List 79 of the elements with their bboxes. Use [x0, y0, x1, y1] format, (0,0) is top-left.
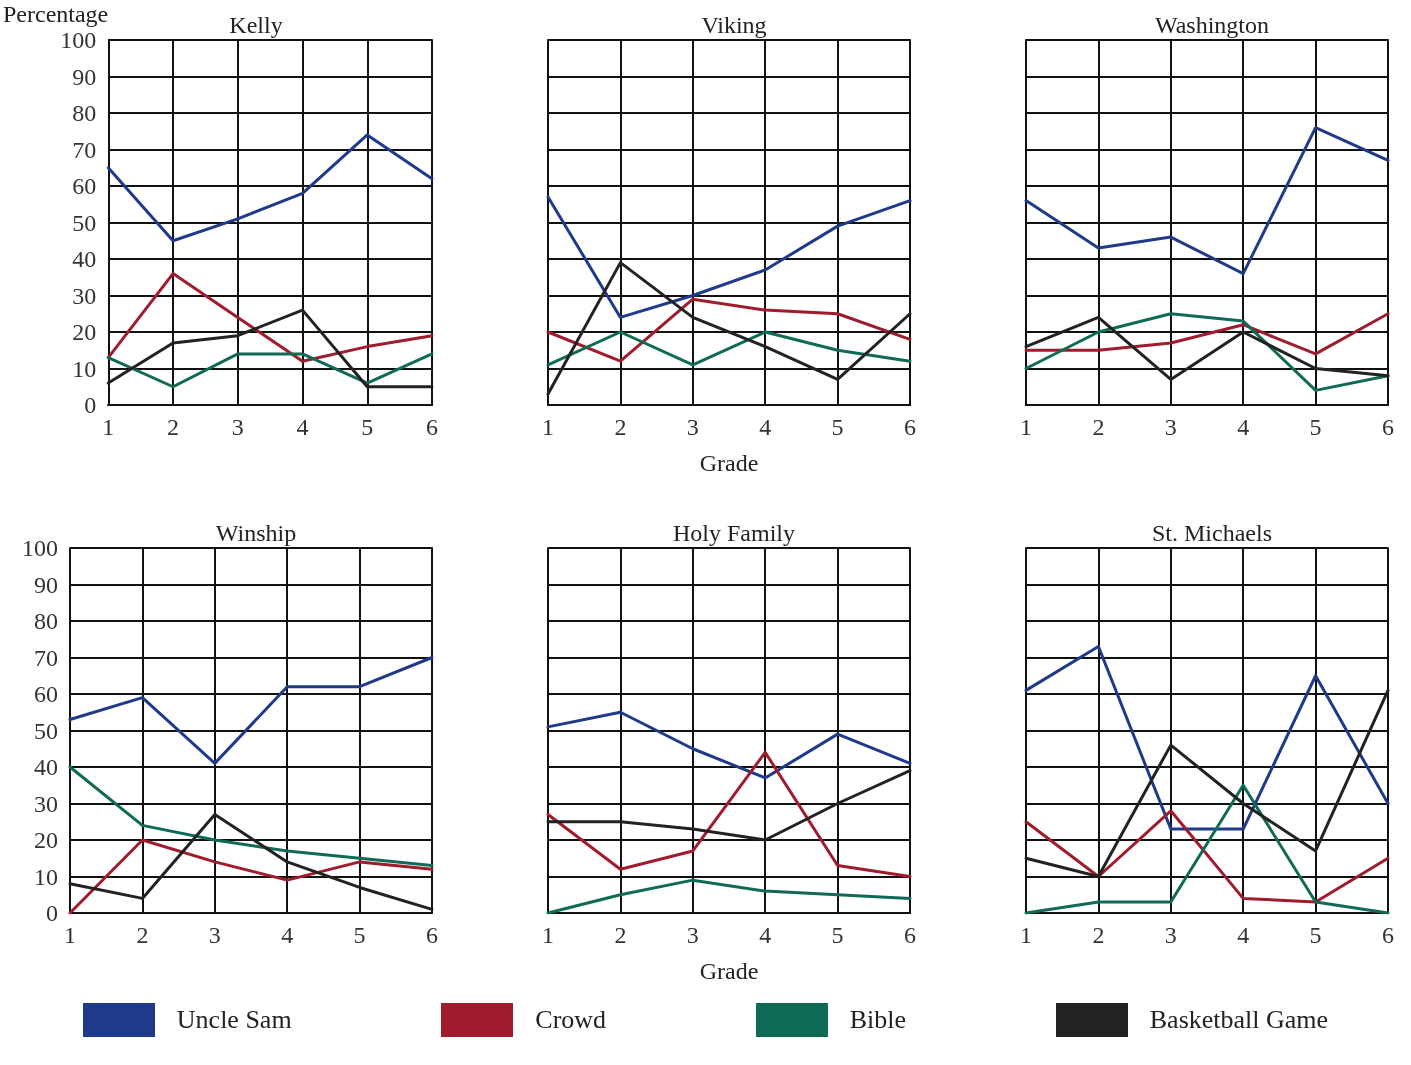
- chart-title: St. Michaels: [1152, 520, 1272, 546]
- x-tick-label: 4: [296, 414, 309, 440]
- line-series: [68, 656, 434, 765]
- x-tick-label: 3: [231, 414, 244, 440]
- x-tick-label: 6: [426, 414, 438, 440]
- line-series: [106, 133, 434, 243]
- x-tick-label: 3: [1164, 414, 1177, 440]
- x-tick-label: 5: [831, 922, 844, 948]
- y-tick-label: 60: [72, 173, 97, 199]
- y-tick-label: 90: [34, 571, 58, 598]
- x-tick-label: 4: [281, 922, 294, 948]
- x-tick-label: 3: [1164, 922, 1177, 948]
- x-tick-label: 6: [904, 922, 916, 948]
- x-tick-label: 2: [167, 414, 180, 440]
- chart-title: Kelly: [229, 12, 283, 38]
- x-tick-label: 5: [831, 414, 844, 440]
- x-tick-label: 5: [353, 922, 366, 948]
- y-tick-label: 80: [72, 100, 97, 126]
- y-tick-label: 70: [72, 136, 97, 163]
- y-tick-label: 50: [34, 717, 58, 744]
- y-tick-label: 10: [72, 355, 97, 382]
- x-tick-label: 4: [759, 922, 772, 948]
- x-tick-label: 1: [1020, 922, 1032, 948]
- legend-label: Bible: [849, 1005, 907, 1035]
- y-tick-label: 70: [34, 644, 58, 671]
- line-series: [68, 765, 434, 868]
- line-series: [68, 838, 434, 915]
- chart-title: Holy Family: [672, 520, 796, 546]
- y-tick-label: 10: [34, 863, 58, 890]
- y-tick-label: 80: [34, 608, 58, 634]
- x-tick-label: 4: [759, 414, 772, 440]
- x-tick-label: 6: [904, 414, 916, 440]
- x-tick-label: 2: [614, 414, 627, 440]
- line-series: [106, 352, 434, 389]
- x-tick-label: 1: [102, 414, 115, 440]
- y-tick-label: 40: [72, 246, 97, 272]
- y-axis-title: Percentage: [2, 1, 109, 27]
- x-tick-label: 1: [1020, 414, 1032, 440]
- x-axis-title: Grade: [699, 450, 759, 476]
- legend-label: Basketball Game: [1149, 1005, 1329, 1035]
- y-tick-label: 40: [34, 754, 58, 780]
- x-tick-label: 6: [1382, 922, 1394, 948]
- y-tick-label: 30: [34, 790, 58, 817]
- x-tick-label: 1: [542, 922, 554, 948]
- chart-title: Winship: [215, 520, 297, 546]
- x-tick-label: 5: [1309, 414, 1322, 440]
- x-tick-label: 3: [686, 414, 699, 440]
- x-tick-label: 5: [361, 414, 374, 440]
- line-series: [106, 308, 434, 389]
- y-tick-label: 20: [34, 827, 58, 853]
- y-tick-label: 60: [34, 681, 58, 707]
- x-tick-label: 2: [614, 922, 627, 948]
- x-tick-label: 3: [208, 922, 221, 948]
- x-tick-label: 6: [426, 922, 438, 948]
- x-tick-label: 4: [1237, 414, 1250, 440]
- line-series: [106, 272, 434, 363]
- y-tick-label: 100: [22, 535, 58, 561]
- x-tick-label: 2: [136, 922, 149, 948]
- y-tick-label: 0: [84, 392, 97, 418]
- x-tick-label: 2: [1092, 922, 1105, 948]
- y-tick-label: 30: [72, 282, 97, 309]
- y-tick-label: 50: [72, 209, 97, 236]
- y-tick-label: 0: [46, 900, 58, 926]
- legend-label: Uncle Sam: [176, 1005, 292, 1035]
- x-axis-title: Grade: [699, 958, 759, 984]
- y-tick-label: 100: [60, 27, 97, 53]
- x-tick-label: 5: [1309, 922, 1322, 948]
- x-tick-label: 1: [64, 922, 76, 948]
- x-tick-label: 1: [542, 414, 554, 440]
- chart-title: Washington: [1154, 12, 1270, 38]
- x-tick-label: 3: [686, 922, 699, 948]
- x-tick-label: 2: [1092, 414, 1105, 440]
- x-tick-label: 4: [1237, 922, 1250, 948]
- x-tick-label: 6: [1382, 414, 1394, 440]
- y-tick-label: 90: [72, 63, 97, 90]
- chart-title: Viking: [701, 12, 767, 38]
- line-series: [68, 812, 434, 911]
- y-tick-label: 20: [72, 319, 97, 345]
- legend-label: Crowd: [535, 1005, 607, 1035]
